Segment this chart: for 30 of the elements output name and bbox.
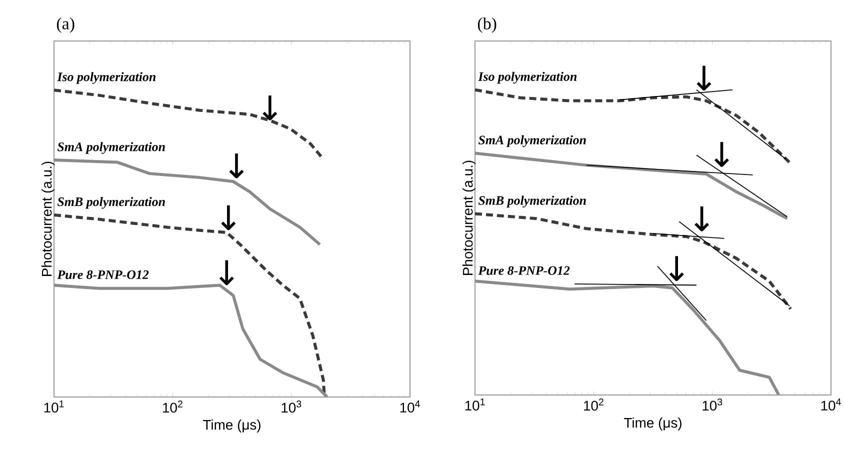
x-tick-label: 10$^{3}$ (702, 398, 722, 411)
annotation: ↓ (221, 205, 236, 230)
annotation: ↓ (694, 206, 710, 232)
series-label: Iso polymerization (57, 72, 156, 84)
x-axis-title: Time (μs) (624, 418, 682, 430)
y-axis-title: Photocurrent (a.u.) (462, 160, 476, 275)
annotation: ↓ (696, 66, 712, 91)
x-tick-label: 10$^{2}$ (163, 400, 182, 413)
x-tick-label: 10$^{2}$ (584, 398, 604, 411)
x-tick-label: 10$^{3}$ (282, 400, 302, 413)
series-label: SmB polymerization (57, 197, 165, 209)
annotation: ↓ (219, 260, 234, 286)
x-axis-title: Time (μs) (203, 420, 260, 432)
chart-title: (a) (56, 17, 74, 33)
x-tick-label: 10$^{1}$ (44, 400, 64, 413)
x-tick-label: 10$^{4}$ (821, 398, 841, 411)
annotation: ↓ (669, 256, 684, 281)
y-axis-title: Photocurrent (a.u.) (41, 162, 54, 276)
x-tick-label: 10$^{4}$ (400, 400, 420, 413)
annotation: ↓ (714, 142, 729, 167)
series-label: Iso polymerization (478, 72, 577, 84)
series-label: Pure 8-PNP-O12 (478, 266, 570, 275)
series-label: Pure 8-PNP-O12 (57, 270, 149, 280)
series-label: SmA polymerization (478, 135, 586, 148)
series-label: SmB polymerization (478, 196, 586, 208)
annotation: ↓ (229, 153, 244, 178)
x-tick-label: 10$^{1}$ (465, 398, 485, 411)
chart-title: (b) (478, 17, 496, 33)
series-label: SmA polymerization (57, 142, 165, 154)
annotation: ↓ (262, 95, 278, 120)
